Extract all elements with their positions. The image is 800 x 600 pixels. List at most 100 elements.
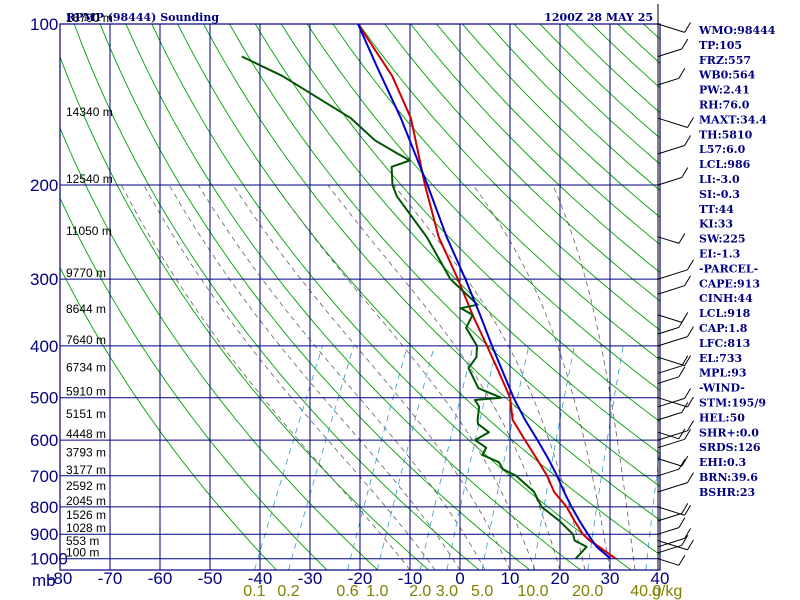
wind-barb-feather xyxy=(681,455,689,467)
height-label: 7640 m xyxy=(66,333,106,347)
dry-adiabat xyxy=(203,24,660,521)
index-line: EL:733 xyxy=(699,352,742,365)
dry-adiabat xyxy=(60,197,328,570)
parcel-line xyxy=(357,24,612,560)
moist-adiabat xyxy=(393,184,586,570)
wind-barb-feather xyxy=(678,233,686,244)
index-line: RH:76.0 xyxy=(699,99,750,112)
background-lines xyxy=(60,24,660,570)
dry-adiabat xyxy=(565,24,660,114)
mixing-ratio-label: 2.0 xyxy=(409,583,431,600)
wind-barb-feather xyxy=(684,429,692,440)
wind-barb-feather xyxy=(681,503,689,514)
mixing-ratio-label: 10.0 xyxy=(517,583,548,600)
index-line: BSHR:23 xyxy=(699,486,755,499)
wind-barb-feather xyxy=(678,517,686,528)
moist-adiabat xyxy=(232,184,511,570)
pressure-tick-label: 900 xyxy=(30,525,58,544)
wind-barb-feather xyxy=(684,528,692,539)
index-line: TT:44 xyxy=(699,203,734,216)
height-label: 5910 m xyxy=(66,385,106,399)
mixing-ratio-line xyxy=(254,345,323,570)
wind-barb-feather xyxy=(687,472,694,483)
temperature-tick-label: -80 xyxy=(48,569,73,588)
temperature-line xyxy=(357,24,617,560)
height-label: 1028 m xyxy=(66,521,106,535)
dry-adiabat xyxy=(60,55,429,570)
temperature-tick-label: -70 xyxy=(98,569,123,588)
wind-barb-feather xyxy=(678,555,686,566)
mixing-ratio-unit: g/kg xyxy=(652,583,682,600)
temperature-tick-label: 10 xyxy=(501,569,520,588)
moist-adiabat xyxy=(274,184,536,570)
index-line: EI:-1.3 xyxy=(699,248,740,261)
wind-barb xyxy=(657,48,682,57)
moist-adiabat xyxy=(197,184,486,570)
height-label: 11050 m xyxy=(66,224,112,238)
dry-adiabat xyxy=(358,24,660,331)
chart-datetime: 1200Z 28 MAY 25 xyxy=(544,11,653,24)
dry-adiabat xyxy=(280,24,660,423)
dry-adiabat xyxy=(177,24,660,556)
wind-barb-feather xyxy=(687,259,694,271)
wind-barb-feather xyxy=(681,38,689,50)
index-line: SRDS:126 xyxy=(699,441,761,454)
index-line: WB0:564 xyxy=(698,69,756,82)
index-line: CINH:44 xyxy=(699,292,753,305)
wind-barb-feather xyxy=(681,535,689,546)
dry-adiabat xyxy=(410,24,660,274)
dry-adiabat xyxy=(60,266,277,570)
height-label: 5151 m xyxy=(66,407,106,421)
temperature-tick-label: -30 xyxy=(298,569,323,588)
wind-barb-feather xyxy=(678,366,686,378)
mixing-ratio-label: 20.0 xyxy=(572,583,603,600)
mixing-ratio-label: 3.0 xyxy=(436,583,458,600)
height-label: 14340 m xyxy=(66,105,113,119)
wind-barb-feather xyxy=(681,167,689,178)
temperature-tick-label: 40 xyxy=(651,569,670,588)
pressure-tick-label: 600 xyxy=(30,431,58,450)
mixing-ratio-line xyxy=(446,345,498,570)
wind-barb xyxy=(657,411,682,421)
index-line: BRN:39.6 xyxy=(699,471,758,484)
height-label: 3793 m xyxy=(66,446,106,460)
wind-barb-feather xyxy=(687,539,694,551)
wind-barb-feather xyxy=(687,326,694,337)
wind-barb xyxy=(657,468,680,477)
dewpoint-line xyxy=(241,55,588,560)
wind-barb xyxy=(657,314,682,323)
pressure-tick-label: 800 xyxy=(30,498,58,517)
temperature-tick-label: -60 xyxy=(148,569,173,588)
wind-barb xyxy=(657,77,680,86)
wind-barb-feather xyxy=(684,355,692,366)
mixing-ratio-line xyxy=(645,447,660,570)
wind-barb-feather xyxy=(687,420,694,432)
plot-frame xyxy=(59,23,661,571)
wind-barb-feather xyxy=(678,428,686,440)
height-label: 8644 m xyxy=(66,302,106,316)
temperature-tick-label: 20 xyxy=(551,569,570,588)
index-line: MPL:93 xyxy=(699,367,747,380)
height-label: 4448 m xyxy=(66,427,106,441)
wind-barb xyxy=(657,117,688,128)
moist-adiabat xyxy=(121,184,411,570)
index-line: -WIND- xyxy=(699,382,745,395)
dry-adiabat xyxy=(306,24,660,391)
wind-barb-feather xyxy=(687,396,694,408)
pressure-tick-label: 500 xyxy=(30,389,58,408)
mixing-ratio-label: 1.0 xyxy=(366,583,388,600)
height-label: 2592 m xyxy=(66,479,106,493)
mixing-ratio-label: 40.0 xyxy=(630,583,661,600)
moist-adiabat xyxy=(168,184,461,570)
height-label: 16700 m xyxy=(66,11,113,25)
mixing-ratio-label: 0.2 xyxy=(277,583,299,600)
temperature-tick-label: -20 xyxy=(348,569,373,588)
dry-adiabat xyxy=(229,24,660,488)
dry-adiabat xyxy=(151,24,632,570)
wind-barb-feather xyxy=(684,135,692,146)
index-line: TP:105 xyxy=(699,39,742,52)
wind-barb xyxy=(657,177,682,186)
wind-barb xyxy=(657,397,685,408)
wind-barb-feather xyxy=(678,68,686,79)
wind-barb xyxy=(657,431,680,440)
